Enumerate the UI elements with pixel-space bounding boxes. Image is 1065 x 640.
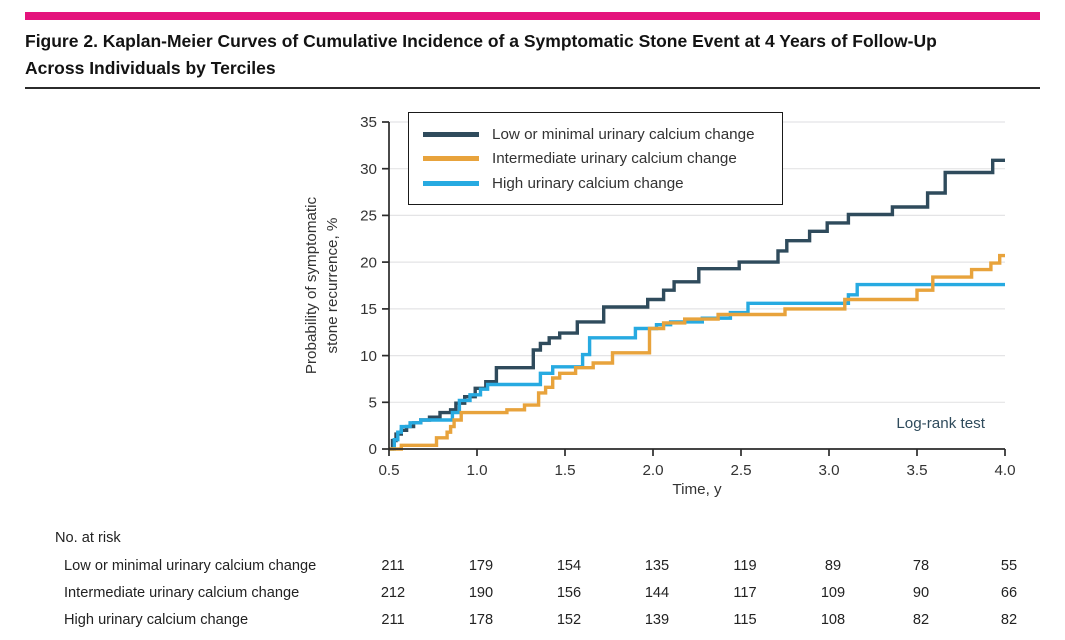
- risk-value: 78: [912, 558, 930, 574]
- y-axis-tick-label: 15: [360, 301, 377, 318]
- legend-swatch: [423, 131, 479, 137]
- figure-title-line1: Figure 2. Kaplan-Meier Curves of Cumulat…: [25, 31, 937, 51]
- risk-value: 144: [644, 585, 670, 601]
- risk-value: 55: [1000, 558, 1018, 574]
- legend: Low or minimal urinary calcium change Int…: [408, 112, 783, 205]
- risk-row-label-intermediate-urinary-calcium-change: Intermediate urinary calcium change: [64, 585, 300, 601]
- risk-value: 139: [644, 612, 670, 628]
- x-axis-tick-label: 0.5: [378, 462, 399, 479]
- x-axis-tick-label: 3.0: [818, 462, 839, 479]
- x-axis-tick-label: 2.0: [642, 462, 663, 479]
- risk-value: 212: [380, 585, 406, 601]
- x-axis-title: Time, y: [672, 481, 722, 498]
- y-axis-tick-label: 10: [360, 348, 377, 365]
- km-curve-intermediate-urinary-calcium-change: [389, 253, 1005, 451]
- y-axis-tick-label: 0: [369, 441, 377, 458]
- y-axis-tick-label: 25: [360, 208, 377, 225]
- risk-value: 117: [733, 585, 757, 601]
- title-divider: [25, 87, 1040, 89]
- x-axis-tick-label: 4.0: [994, 462, 1015, 479]
- risk-value: 135: [644, 558, 670, 574]
- x-axis-tick-label: 1.5: [554, 462, 575, 479]
- legend-swatch: [423, 156, 479, 162]
- x-axis-tick-label: 2.5: [730, 462, 751, 479]
- legend-swatch: [423, 180, 479, 186]
- y-axis-title-line2: stone recurrence, %: [324, 217, 341, 354]
- figure-title: Figure 2. Kaplan-Meier Curves of Cumulat…: [25, 28, 1037, 81]
- y-axis-tick-label: 5: [369, 395, 377, 412]
- y-axis-title: Probability of symptomatic stone recurre…: [301, 122, 343, 449]
- legend-label: Low or minimal urinary calcium change: [492, 125, 755, 143]
- risk-table-header: No. at risk: [55, 530, 121, 546]
- risk-value: 178: [468, 612, 494, 628]
- legend-label: Intermediate urinary calcium change: [492, 150, 737, 168]
- risk-value: 211: [381, 612, 405, 628]
- x-axis-tick-label: 3.5: [906, 462, 927, 479]
- legend-item-high-urinary-calcium-change: High urinary calcium change: [423, 171, 782, 196]
- risk-value: 82: [912, 612, 930, 628]
- risk-value: 115: [733, 612, 757, 628]
- risk-row-label-low-or-minimal-urinary-calcium-change: Low or minimal urinary calcium change: [64, 558, 317, 574]
- y-axis-title-line1: Probability of symptomatic: [303, 196, 320, 375]
- risk-value: 152: [556, 612, 582, 628]
- risk-value: 154: [556, 558, 582, 574]
- accent-bar: [25, 12, 1040, 20]
- risk-value: 82: [1000, 612, 1018, 628]
- risk-value: 108: [820, 612, 846, 628]
- risk-row-label-high-urinary-calcium-change: High urinary calcium change: [64, 612, 249, 628]
- legend-label: High urinary calcium change: [492, 174, 684, 192]
- y-axis-tick-label: 20: [360, 254, 377, 271]
- y-axis-tick-label: 35: [360, 114, 377, 131]
- risk-value: 190: [468, 585, 494, 601]
- risk-value: 109: [820, 585, 846, 601]
- legend-item-low-or-minimal-urinary-calcium-change: Low or minimal urinary calcium change: [423, 122, 782, 147]
- risk-value: 90: [912, 585, 930, 601]
- log-rank-annotation: Log-rank test: [896, 415, 985, 432]
- risk-value: 89: [824, 558, 842, 574]
- risk-value: 211: [381, 558, 405, 574]
- risk-value: 66: [1000, 585, 1018, 601]
- x-axis-tick-label: 1.0: [466, 462, 487, 479]
- y-axis-tick-label: 30: [360, 161, 377, 178]
- risk-value: 179: [468, 558, 494, 574]
- risk-value: 156: [556, 585, 582, 601]
- figure-title-line2: Across Individuals by Terciles: [25, 57, 276, 78]
- legend-item-intermediate-urinary-calcium-change: Intermediate urinary calcium change: [423, 147, 782, 172]
- risk-value: 119: [733, 558, 757, 574]
